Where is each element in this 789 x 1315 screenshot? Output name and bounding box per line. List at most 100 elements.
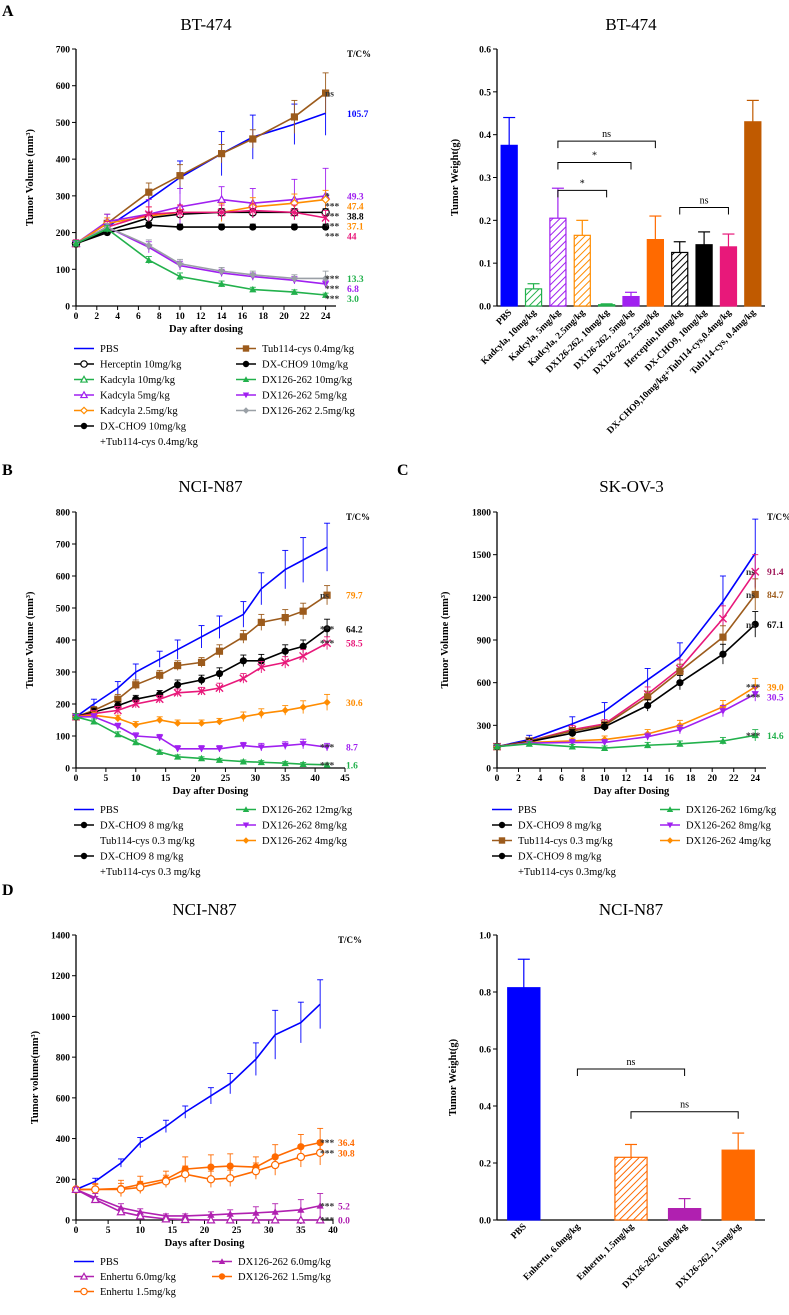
marker-diamond (290, 274, 298, 283)
marker-triangle-down (242, 392, 250, 399)
marker-circle (281, 647, 289, 655)
legend-label: DX-CHO9 10mg/kg (262, 360, 349, 371)
bracket-line (557, 162, 632, 170)
series-line (496, 552, 756, 748)
significance-label: *** (325, 275, 340, 285)
marker-circle (80, 422, 88, 430)
series-line (75, 211, 326, 245)
x-tick-label: 0 (495, 774, 500, 784)
legend-entry: DX-CHO9 8 mg/kg (74, 852, 184, 863)
legend-entry: DX126-262 5mg/kg (236, 391, 348, 402)
x-tick-label: 18 (686, 774, 696, 784)
legend-entry: PBS (74, 805, 119, 816)
marker-triangle (644, 741, 652, 749)
marker-square (281, 614, 289, 622)
marker-circle-open (136, 1183, 145, 1192)
x-tick-label: 30 (264, 1226, 274, 1236)
x-tick-label: 15 (168, 1226, 178, 1236)
marker-square (498, 837, 506, 844)
y-tick-label: 0 (65, 765, 70, 775)
marker-square (132, 681, 140, 689)
marker-circle-open (206, 1175, 216, 1184)
marker-triangle-down (676, 726, 684, 734)
x-tick-label: 2 (94, 312, 99, 322)
marker-triangle-down (239, 742, 247, 750)
legend-entry: DX-CHO9 8 mg/kg (492, 852, 602, 863)
significance-label: ns (746, 568, 755, 578)
marker-triangle (132, 738, 140, 746)
significance-label: ns (746, 591, 755, 601)
series-pbs (73, 90, 329, 248)
marker-square (176, 172, 184, 180)
y-tick-label: 0 (65, 1217, 70, 1227)
panel-letter-a: A (2, 3, 14, 20)
legend-label: Enhertu 1.5mg/kg (100, 1287, 177, 1298)
legend-entry: Kadcyla 5mg/kg (74, 391, 170, 402)
legend-label: DX126-262 8mg/kg (262, 821, 348, 832)
legend-label: DX-CHO9 8 mg/kg (518, 852, 602, 863)
y-tick-label: 1500 (472, 551, 491, 561)
significance-label: *** (325, 222, 340, 232)
bracket-label: * (592, 151, 597, 162)
y-tick-label: 0.6 (479, 1046, 491, 1056)
x-tick-label: 8 (581, 774, 586, 784)
significance-bracket: ns (576, 1057, 686, 1076)
marker-square (751, 590, 759, 599)
marker-circle (249, 223, 257, 231)
marker-diamond (257, 710, 265, 718)
tc-value: 79.7 (346, 592, 363, 602)
marker-square (299, 607, 307, 615)
series-line (75, 226, 326, 280)
bracket-line (557, 140, 656, 149)
x-tick-label: 10 (600, 774, 610, 784)
marker-triangle (281, 759, 289, 767)
tc-value: 0.0 (338, 1217, 350, 1227)
series-dx126-262-1-5mg-kg (72, 1127, 324, 1197)
legend-entry: Tub114-cys 0.3 mg/kg (492, 836, 613, 847)
marker-diamond (215, 718, 224, 726)
marker-diamond (114, 714, 122, 722)
series-line (75, 112, 326, 245)
legend-entry: DX-CHO9 10mg/kg (74, 422, 187, 433)
marker-circle (299, 642, 307, 651)
significance-label: *** (320, 640, 335, 650)
series-line (496, 693, 756, 748)
marker-circle-open (116, 1185, 126, 1194)
series-line (496, 594, 756, 748)
marker-x (322, 639, 332, 648)
marker-diamond (132, 721, 140, 729)
x-tick-label: 20 (279, 312, 289, 322)
x-tick-label: 0 (74, 312, 79, 322)
marker-circle (644, 701, 652, 710)
marker-triangle (290, 288, 298, 295)
marker-x (155, 695, 164, 704)
significance-label: *** (746, 683, 761, 693)
series-pbs (494, 518, 759, 750)
x-tick-label: 0 (74, 1226, 79, 1236)
marker-circle (242, 360, 250, 368)
legend-entry: +Tub114-cys 0.4mg/kg (100, 437, 199, 448)
marker-triangle (323, 761, 331, 768)
bar (597, 304, 616, 307)
tc-value: 36.4 (338, 1139, 355, 1149)
marker-triangle (719, 737, 727, 744)
series-tub114-cys-0-3-mg-kg (493, 578, 759, 751)
legend-entry: DX-CHO9 10mg/kg (236, 360, 349, 371)
y-tick-label: 300 (56, 669, 71, 679)
marker-triangle (72, 713, 80, 720)
marker-triangle-down (299, 741, 307, 748)
tc-value: 6.8 (347, 285, 359, 295)
legend-label: Herceptin 10mg/kg (100, 360, 182, 371)
marker-triangle-down (666, 822, 674, 829)
marker-square (114, 695, 122, 703)
marker-triangle-open (116, 1207, 126, 1216)
marker-diamond (242, 407, 250, 414)
tc-value: 39.0 (767, 683, 784, 693)
y-tick-label: 0.3 (479, 174, 491, 184)
series-pbs (73, 979, 324, 1192)
series-line (75, 1188, 321, 1221)
legend-entry: DX126-262 6.0mg/kg (212, 1257, 331, 1268)
marker-circle (218, 1273, 226, 1280)
significance-label: *** (325, 285, 340, 295)
bar (614, 1156, 648, 1221)
